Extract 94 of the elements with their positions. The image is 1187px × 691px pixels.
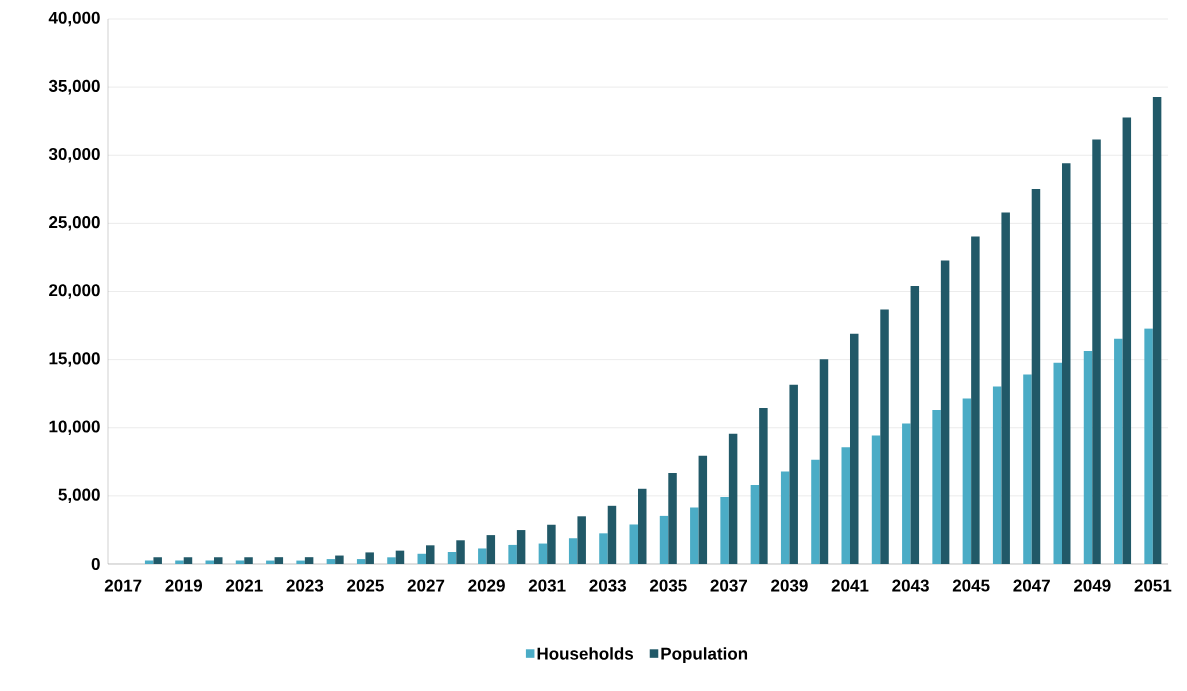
bar bbox=[750, 484, 760, 564]
bar bbox=[326, 559, 336, 564]
x-tick-label: 2025 bbox=[347, 579, 384, 592]
x-tick-label: 2047 bbox=[1013, 579, 1050, 592]
y-tick-label: 35,000 bbox=[48, 79, 100, 95]
bar bbox=[1122, 117, 1132, 564]
y-tick-label: 30,000 bbox=[48, 147, 100, 163]
x-tick-label: 2021 bbox=[225, 579, 263, 592]
bar bbox=[638, 488, 647, 564]
x-tick-label: 2029 bbox=[468, 579, 505, 592]
x-tick-label: 2037 bbox=[710, 579, 748, 592]
x-tick-label: 2041 bbox=[831, 579, 869, 592]
bar bbox=[607, 505, 617, 564]
bar bbox=[659, 515, 669, 564]
legend-label: Population bbox=[661, 647, 748, 664]
y-tick-label: 15,000 bbox=[49, 352, 100, 367]
bar bbox=[486, 535, 496, 564]
bar bbox=[153, 557, 162, 564]
bar bbox=[880, 309, 889, 564]
bar bbox=[1062, 163, 1071, 564]
bar bbox=[478, 548, 487, 564]
bar bbox=[183, 557, 193, 564]
bar bbox=[698, 455, 708, 564]
bar bbox=[1023, 374, 1032, 564]
y-tick-label: 25,000 bbox=[49, 216, 100, 231]
bar bbox=[1053, 362, 1062, 564]
bar bbox=[1152, 96, 1162, 564]
x-tick-label: 2039 bbox=[771, 579, 808, 592]
x-tick-label: 2019 bbox=[165, 579, 202, 592]
bar bbox=[819, 359, 829, 564]
bar bbox=[690, 507, 699, 564]
bar bbox=[335, 555, 344, 564]
y-tick-label: 10,000 bbox=[49, 420, 100, 435]
x-tick-label: 2031 bbox=[528, 579, 566, 592]
bar bbox=[244, 557, 253, 564]
bar bbox=[599, 533, 608, 564]
bar bbox=[841, 447, 850, 564]
bar bbox=[932, 409, 941, 564]
bar bbox=[426, 545, 435, 564]
bar bbox=[1001, 212, 1010, 564]
bar bbox=[395, 550, 405, 564]
bar bbox=[940, 260, 950, 564]
y-tick-label: 0 bbox=[91, 557, 100, 571]
x-tick-label: 2049 bbox=[1073, 579, 1111, 592]
bar bbox=[538, 543, 548, 564]
bar bbox=[1144, 328, 1153, 564]
bar bbox=[759, 408, 768, 564]
bar bbox=[1114, 338, 1123, 564]
x-tick-label: 2033 bbox=[589, 579, 627, 592]
bar bbox=[568, 538, 578, 564]
bar bbox=[1031, 189, 1041, 564]
x-tick-label: 2017 bbox=[104, 579, 142, 592]
bar bbox=[296, 560, 305, 564]
bar bbox=[387, 557, 396, 564]
bar bbox=[417, 553, 427, 564]
bar bbox=[1092, 139, 1101, 564]
y-tick-label: 5,000 bbox=[58, 488, 100, 504]
bar bbox=[910, 285, 920, 564]
bar bbox=[629, 524, 638, 564]
bar bbox=[304, 557, 314, 564]
bar bbox=[577, 516, 586, 564]
bar bbox=[780, 471, 790, 564]
bar bbox=[902, 423, 911, 564]
x-tick-label: 2023 bbox=[286, 579, 324, 592]
x-tick-label: 2045 bbox=[952, 579, 990, 592]
bar bbox=[850, 333, 859, 564]
bar bbox=[516, 530, 526, 564]
bar bbox=[508, 544, 517, 564]
x-tick-label: 2035 bbox=[649, 579, 687, 592]
bar bbox=[811, 459, 820, 564]
bar bbox=[992, 386, 1002, 564]
y-tick-label: 20,000 bbox=[49, 284, 100, 299]
bar bbox=[962, 398, 972, 564]
bar bbox=[365, 552, 374, 564]
bar bbox=[720, 496, 729, 564]
bar bbox=[547, 524, 556, 564]
bar bbox=[447, 552, 457, 564]
bar bbox=[668, 472, 677, 564]
bar bbox=[1083, 350, 1093, 564]
y-tick-label: 40,000 bbox=[48, 11, 100, 27]
bar bbox=[789, 384, 798, 564]
bar bbox=[274, 557, 284, 564]
x-tick-label: 2051 bbox=[1134, 579, 1172, 592]
bar bbox=[456, 540, 465, 564]
x-tick-label: 2043 bbox=[892, 579, 929, 592]
bar bbox=[356, 559, 366, 564]
bar bbox=[175, 560, 184, 564]
bar bbox=[266, 560, 275, 564]
bar bbox=[728, 433, 738, 564]
bar bbox=[971, 236, 980, 564]
x-tick-label: 2027 bbox=[407, 579, 445, 592]
bar bbox=[871, 435, 881, 564]
legend-label: Households bbox=[537, 647, 634, 660]
bar bbox=[214, 557, 223, 564]
